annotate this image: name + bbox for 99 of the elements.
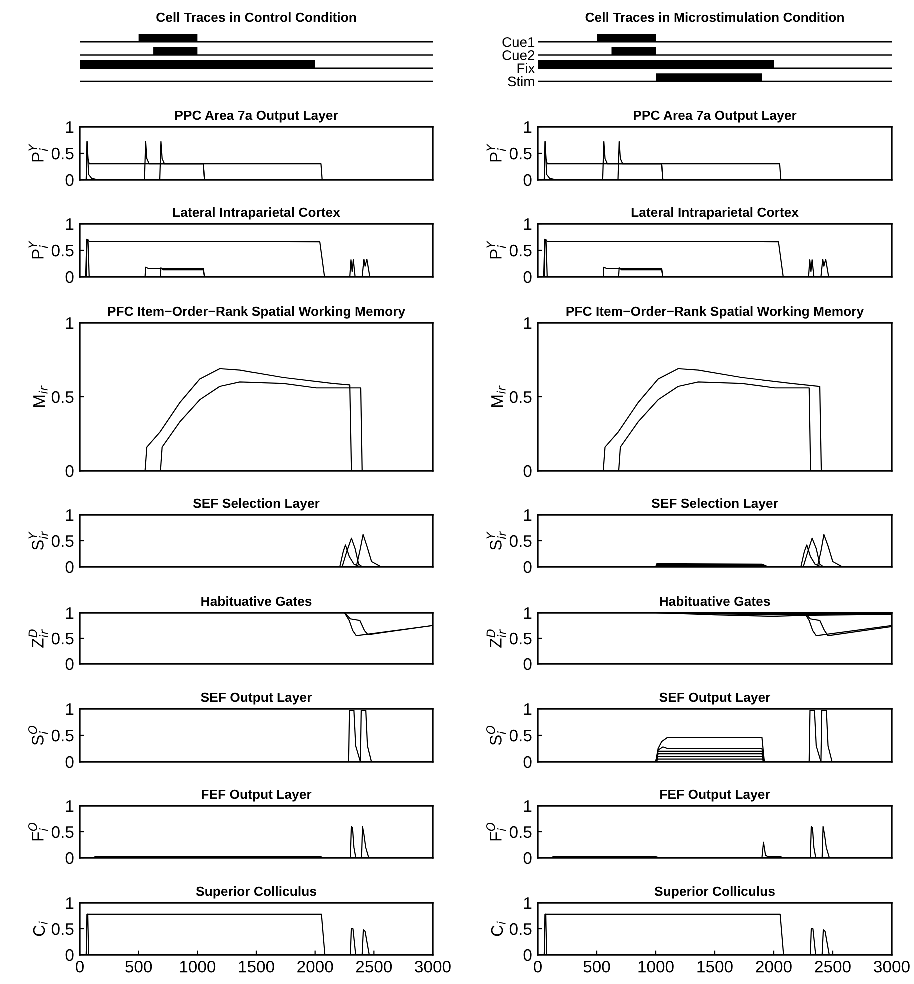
x-tick-label: 2000: [756, 960, 792, 973]
chart-title: Habituative Gates: [660, 596, 770, 606]
y-tick-label: 0.5: [52, 391, 74, 404]
y-tick-label: 0: [524, 465, 532, 478]
y-axis-title: P$^{Y}$$_{i}$: [486, 240, 506, 259]
y-tick-label: Stim: [508, 76, 534, 87]
chart-title: PPC Area 7a Output Layer: [634, 110, 797, 123]
y-axis-title: C$_{i}$: [491, 922, 506, 936]
y-axis-title: F$^{O}$$_{i}$: [486, 822, 506, 841]
y-axis-title: P$^{Y}$$_{i}$: [28, 240, 48, 259]
y-tick-label: 0.5: [510, 826, 532, 838]
y-tick-label: 1: [524, 218, 532, 230]
y-tick-label: 1: [524, 898, 532, 910]
y-axis-title: Z$^{D}$$_{ir}$: [28, 629, 48, 648]
chart-title: PFC Item−Order−Rank Spatial Working Memory: [108, 306, 406, 319]
y-tick-label: 0.5: [52, 923, 74, 936]
y-axis-title: F$^{O}$$_{i}$: [28, 822, 48, 841]
y-axis-title: S$^{O}$$_{i}$: [28, 726, 48, 746]
y-tick-label: 1: [66, 510, 74, 522]
chart-title: Superior Colliculus: [196, 886, 316, 899]
chart-title: Superior Colliculus: [654, 886, 775, 899]
x-tick-label: 1500: [698, 960, 733, 973]
chart-title: FEF Output Layer: [660, 790, 770, 802]
y-tick-label: Cue1: [502, 37, 535, 48]
y-tick-label: 0.5: [510, 148, 532, 160]
y-tick-label: 0.5: [52, 826, 74, 838]
y-tick-label: 0: [524, 949, 532, 962]
y-axis-title: C$_{i}$: [33, 922, 48, 936]
y-tick-label: 1: [66, 898, 74, 910]
x-tick-label: 1000: [638, 960, 674, 973]
y-tick-label: 0: [66, 561, 74, 574]
y-axis-title: S$^{Y}$$_{ir}$: [28, 531, 48, 550]
chart-title: PFC Item−Order−Rank Spatial Working Memory: [566, 306, 864, 319]
x-tick-label: 3000: [415, 960, 451, 973]
y-tick-label: 0.5: [52, 632, 74, 645]
chart-title: SEF Selection Layer: [193, 498, 320, 511]
y-tick-label: 0: [66, 658, 74, 670]
y-axis-title: M$_{ir}$: [34, 386, 48, 407]
y-tick-label: 0: [524, 756, 532, 768]
y-tick-label: 1: [524, 510, 532, 522]
y-tick-label: 0: [66, 756, 74, 768]
y-tick-label: 0: [66, 949, 74, 962]
chart-title: SEF Selection Layer: [652, 498, 778, 511]
y-axis-title: P$^{Y}$$_{i}$: [28, 144, 48, 162]
y-tick-label: 1: [66, 800, 74, 812]
chart-title: FEF Output Layer: [202, 790, 312, 802]
y-tick-label: 0: [524, 658, 532, 670]
y-tick-label: 0: [66, 271, 74, 284]
y-tick-label: 1: [524, 704, 532, 716]
x-tick-label: 500: [584, 960, 610, 973]
y-tick-label: 0.5: [52, 535, 74, 548]
x-tick-label: 1000: [180, 960, 216, 973]
y-tick-label: 0.5: [52, 244, 74, 257]
y-tick-label: 1: [66, 122, 74, 134]
y-tick-label: 1: [66, 318, 74, 330]
y-tick-label: 0: [524, 852, 532, 864]
y-tick-label: 0: [66, 852, 74, 864]
chart-title: Cell Traces in Control Condition: [156, 12, 356, 22]
y-tick-label: 1: [66, 608, 74, 620]
chart-title: Cell Traces in Microstimulation Condition: [586, 12, 844, 22]
x-tick-label: 2000: [298, 960, 334, 973]
y-tick-label: 0.5: [510, 730, 532, 742]
y-axis-title: M$_{ir}$: [492, 386, 506, 407]
y-tick-label: 0: [524, 174, 532, 186]
chart-title: Lateral Intraparietal Cortex: [173, 207, 340, 220]
y-tick-label: 0: [524, 271, 532, 284]
y-tick-label: 1: [524, 122, 532, 134]
y-tick-label: 0.5: [510, 244, 532, 257]
y-tick-label: 1: [66, 704, 74, 716]
y-axis-title: P$^{Y}$$_{i}$: [486, 144, 506, 162]
y-axis-title: Z$^{D}$$_{ir}$: [486, 629, 506, 648]
y-tick-label: 0: [524, 561, 532, 574]
y-tick-label: 1: [524, 318, 532, 330]
y-tick-label: Cue2: [502, 50, 535, 60]
y-tick-label: 0.5: [510, 535, 532, 548]
x-tick-label: 3000: [874, 960, 910, 973]
x-tick-label: 2500: [356, 960, 392, 973]
y-tick-label: 0: [66, 465, 74, 478]
chart-title: Habituative Gates: [202, 596, 312, 606]
x-tick-label: 0: [76, 960, 84, 973]
y-axis-title: S$^{Y}$$_{ir}$: [486, 531, 506, 550]
y-tick-label: 1: [524, 608, 532, 620]
y-tick-label: 1: [524, 800, 532, 812]
y-tick-label: 0.5: [52, 148, 74, 160]
x-tick-label: 2500: [815, 960, 851, 973]
y-tick-label: 0.5: [52, 730, 74, 742]
y-tick-label: Fix: [518, 63, 536, 74]
y-tick-label: 1: [66, 218, 74, 230]
y-tick-label: 0.5: [510, 632, 532, 645]
y-tick-label: 0.5: [510, 391, 532, 404]
y-tick-label: 0.5: [510, 923, 532, 936]
chart-title: PPC Area 7a Output Layer: [176, 110, 338, 123]
chart-title: SEF Output Layer: [660, 692, 771, 705]
x-tick-label: 1500: [239, 960, 274, 973]
chart-title: Lateral Intraparietal Cortex: [632, 207, 799, 220]
x-tick-label: 500: [126, 960, 152, 973]
y-axis-title: S$^{O}$$_{i}$: [486, 726, 506, 746]
chart-title: SEF Output Layer: [201, 692, 312, 705]
y-tick-label: 0: [66, 174, 74, 186]
